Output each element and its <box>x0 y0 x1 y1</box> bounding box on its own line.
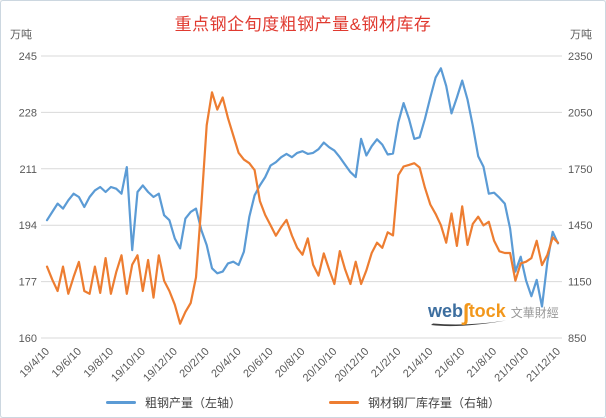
chart-legend: 粗钢产量（左轴） 钢材钢厂库存量（右轴） <box>1 394 605 411</box>
right-axis-tick: 1750 <box>568 164 592 176</box>
x-axis-label: 19/6/10 <box>50 346 84 380</box>
x-axis-label: 20/4/10 <box>209 346 243 380</box>
left-axis-tick: 228 <box>19 107 37 119</box>
production-line-swatch-icon <box>105 401 136 404</box>
right-axis-unit-label: 万吨 <box>570 29 592 41</box>
legend-label-inventory: 钢材钢厂库存量（右轴） <box>368 396 501 410</box>
x-axis-label: 21/12/10 <box>524 346 563 385</box>
left-axis-tick: 177 <box>19 277 37 289</box>
right-axis-tick: 1150 <box>568 277 592 289</box>
watermark-swoosh-icon <box>431 320 506 327</box>
right-axis-tick: 2050 <box>568 107 592 119</box>
right-axis-tick: 850 <box>568 333 586 345</box>
watermark-logo: webʃtock 文華財經 <box>428 298 568 324</box>
production-line <box>45 67 560 308</box>
watermark-chinese-text: 文華財經 <box>510 306 559 320</box>
left-axis-tick: 194 <box>19 220 37 232</box>
x-axis-label: 21/4/10 <box>401 346 435 380</box>
x-axis-label: 21/2/10 <box>369 346 403 380</box>
watermark-web-text: web <box>428 301 464 321</box>
right-axis-tick: 1450 <box>568 220 592 232</box>
watermark-tock-text: tock <box>468 301 506 321</box>
x-axis-label: 19/4/10 <box>18 346 52 380</box>
x-axis-label: 20/2/10 <box>177 346 211 380</box>
left-axis-tick: 245 <box>19 51 37 63</box>
legend-item-production: 粗钢产量（左轴） <box>105 394 241 411</box>
inventory-line-swatch-icon <box>329 401 359 404</box>
x-axis-label: 20/6/10 <box>241 346 275 380</box>
x-axis-label: 20/12/10 <box>333 346 372 385</box>
left-axis-unit-label: 万吨 <box>10 29 32 41</box>
left-axis-tick: 160 <box>19 333 37 345</box>
watermark-s-swoosh-icon: ʃ <box>462 299 470 325</box>
chart-title: 重点钢企旬度粗钢产量&钢材库存 <box>174 15 432 34</box>
legend-label-production: 粗钢产量（左轴） <box>144 396 241 410</box>
right-axis-tick: 2350 <box>568 51 592 63</box>
x-axis-label: 21/10/10 <box>492 346 531 385</box>
legend-item-inventory: 钢材钢厂库存量（右轴） <box>329 394 500 411</box>
watermark: webʃtock 文華財經 <box>428 298 568 328</box>
left-axis-tick: 211 <box>19 164 37 176</box>
x-axis-label: 21/6/10 <box>433 346 467 380</box>
x-axis-label: 19/10/10 <box>109 346 148 385</box>
x-axis-label: 20/10/10 <box>301 346 340 385</box>
inventory-line <box>45 91 560 325</box>
x-axis-label: 19/12/10 <box>141 346 180 385</box>
